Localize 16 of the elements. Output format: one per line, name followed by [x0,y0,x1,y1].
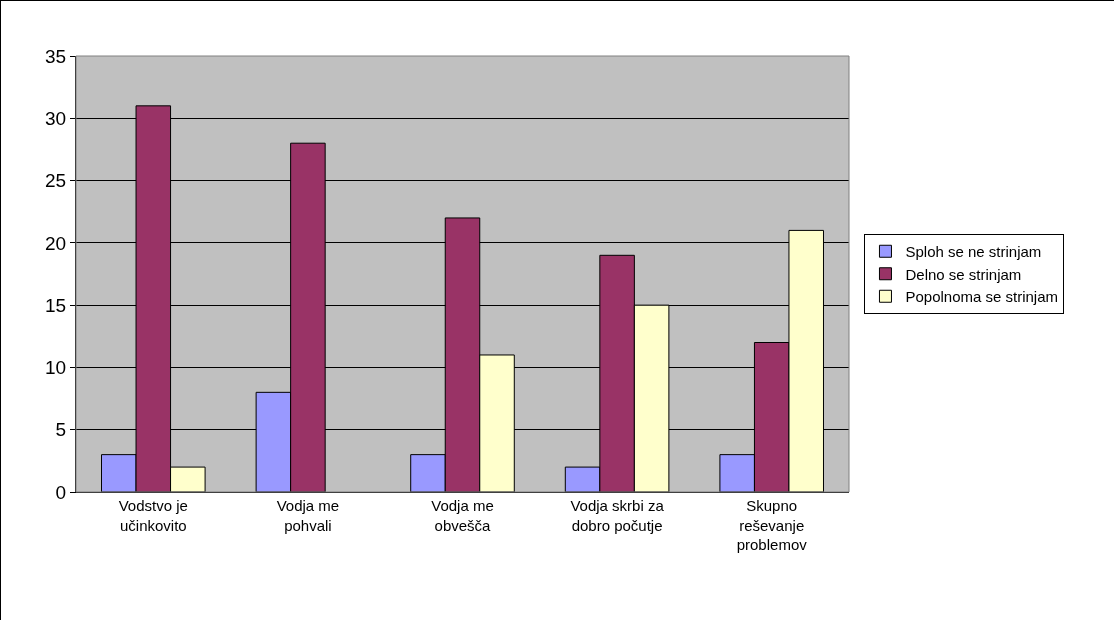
y-tick-label: 30 [45,107,67,129]
y-tick-label: 20 [45,232,67,254]
y-tick-label: 0 [55,481,67,503]
y-tick-label: 25 [45,170,67,192]
x-tick-label: Vodja me pohvali [276,497,340,534]
legend-label: Popolnoma se strinjam [905,288,1059,306]
legend-label: Sploh se ne strinjam [905,243,1042,261]
y-tick-label: 5 [55,419,67,441]
x-tick-label: Vodja me obvešča [431,497,494,534]
y-tick-label: 10 [45,357,67,379]
x-tick-label: Vodstvo je učinkovito [118,497,188,534]
legend-label: Delno se strinjam [905,265,1022,283]
x-tick-label: Vodja skrbi za dobro počutje [570,497,665,534]
y-tick-label: 15 [45,294,67,316]
y-tick-label: 35 [45,45,67,67]
x-tick-label: Skupno reševanje problemov [736,497,808,553]
